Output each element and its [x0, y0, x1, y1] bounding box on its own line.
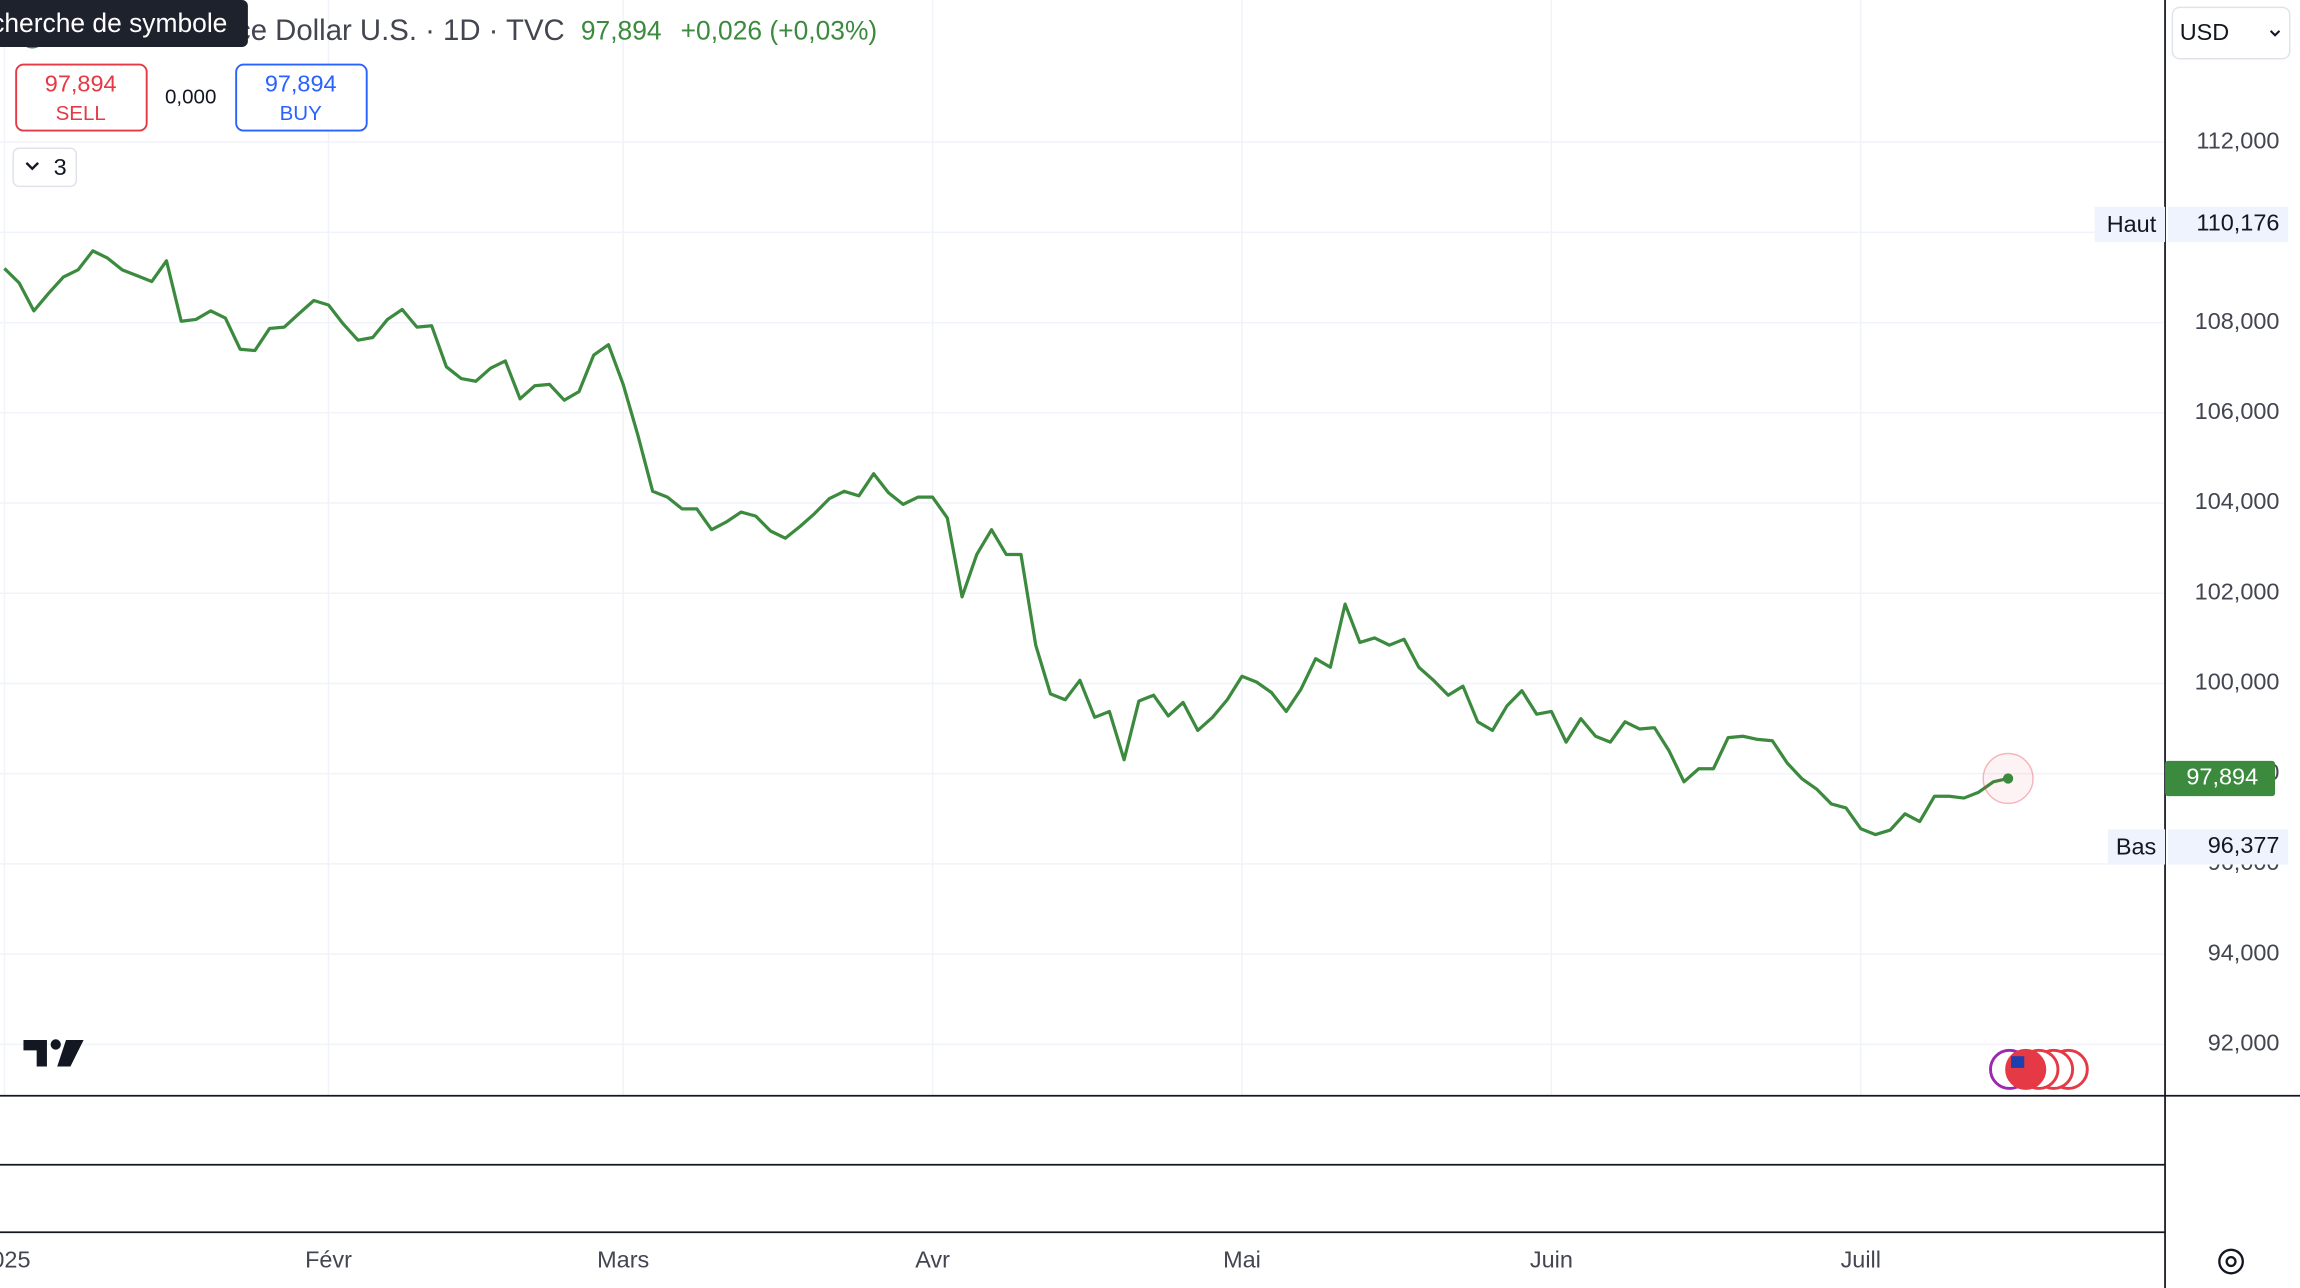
price-line	[3, 249, 2009, 837]
y-tick-label: 108,000	[2195, 308, 2280, 334]
marker-name-bg	[2094, 206, 2166, 243]
marker-value: 110,176	[2196, 210, 2279, 236]
y-tick-label: 106,000	[2195, 398, 2280, 424]
chevron	[25, 162, 39, 171]
currency-box[interactable]	[2171, 6, 2291, 60]
event-icon[interactable]	[2005, 1048, 2047, 1090]
marker-name: Haut	[2107, 211, 2157, 237]
marker-value: 96,377	[2208, 832, 2280, 858]
x-tick-label: Avr	[915, 1247, 950, 1273]
sell-label[interactable]: SELL	[56, 102, 106, 125]
plot	[3, 249, 2009, 837]
buy-label[interactable]: BUY	[280, 102, 322, 125]
sell-box[interactable]	[15, 63, 148, 132]
y-tick-label: 102,000	[2195, 578, 2280, 604]
x-tick-label: Juin	[1530, 1247, 1573, 1273]
price-change: +0,026 (+0,03%)	[681, 15, 878, 45]
buy-price[interactable]: 97,894	[265, 70, 337, 96]
last-price: 97,894	[581, 15, 662, 45]
marker-tag	[2167, 206, 2289, 243]
last-price-label: 97,894	[2186, 764, 2258, 790]
x-tick-label: Févr	[305, 1247, 352, 1273]
x-tick-label: Mars	[597, 1247, 649, 1273]
y-tick-label: 92,000	[2208, 1030, 2280, 1056]
x-tick-label: Juill	[1841, 1247, 1881, 1273]
indicator-count[interactable]: 3	[54, 154, 67, 180]
currency[interactable]: USD	[2180, 19, 2230, 45]
y-tick-label: 94,000	[2208, 939, 2280, 965]
gear[interactable]	[2218, 1248, 2244, 1275]
y-tick-label: 112,000	[2196, 127, 2279, 153]
sell-price[interactable]: 97,894	[45, 70, 117, 96]
currency-select[interactable]: USD	[2171, 6, 2291, 60]
x-tick-label: Mai	[1223, 1247, 1261, 1273]
toggle-box[interactable]	[12, 147, 78, 188]
symbol-title: Indice Dollar U.S. · 1D · TVC	[189, 14, 565, 47]
indicators-toggle[interactable]: 3	[12, 147, 78, 188]
x-tick-label: 2025	[0, 1247, 30, 1273]
tradingview-logo	[23, 1039, 84, 1067]
logo-part	[23, 1040, 47, 1067]
logo-part	[50, 1039, 61, 1050]
flag-canton	[2011, 1056, 2025, 1068]
marker-name-bg	[2107, 829, 2166, 865]
chevron	[2269, 30, 2281, 37]
marker-name: Bas	[2116, 834, 2156, 860]
sell-button[interactable]: 97,894 SELL	[15, 63, 148, 132]
logo-part	[57, 1040, 84, 1067]
overlay: 92,00094,00096,00098,000100,000102,00010…	[0, 127, 2289, 1273]
tooltip-text: Recherche de symbole	[0, 8, 227, 38]
buy-box[interactable]	[235, 63, 368, 132]
settings-icon[interactable]	[2218, 1248, 2244, 1275]
event-flags[interactable]	[1989, 1048, 2089, 1090]
spread: 0,000	[165, 86, 216, 109]
tooltip	[0, 0, 248, 47]
gear-center	[2225, 1255, 2237, 1268]
buy-button[interactable]: 97,894 BUY	[235, 63, 368, 132]
last-point	[2002, 773, 2014, 784]
y-tick-label: 104,000	[2195, 488, 2280, 514]
marker-tag	[2167, 829, 2289, 865]
y-tick-label: 100,000	[2195, 669, 2280, 695]
last-price-tag	[2165, 760, 2276, 797]
